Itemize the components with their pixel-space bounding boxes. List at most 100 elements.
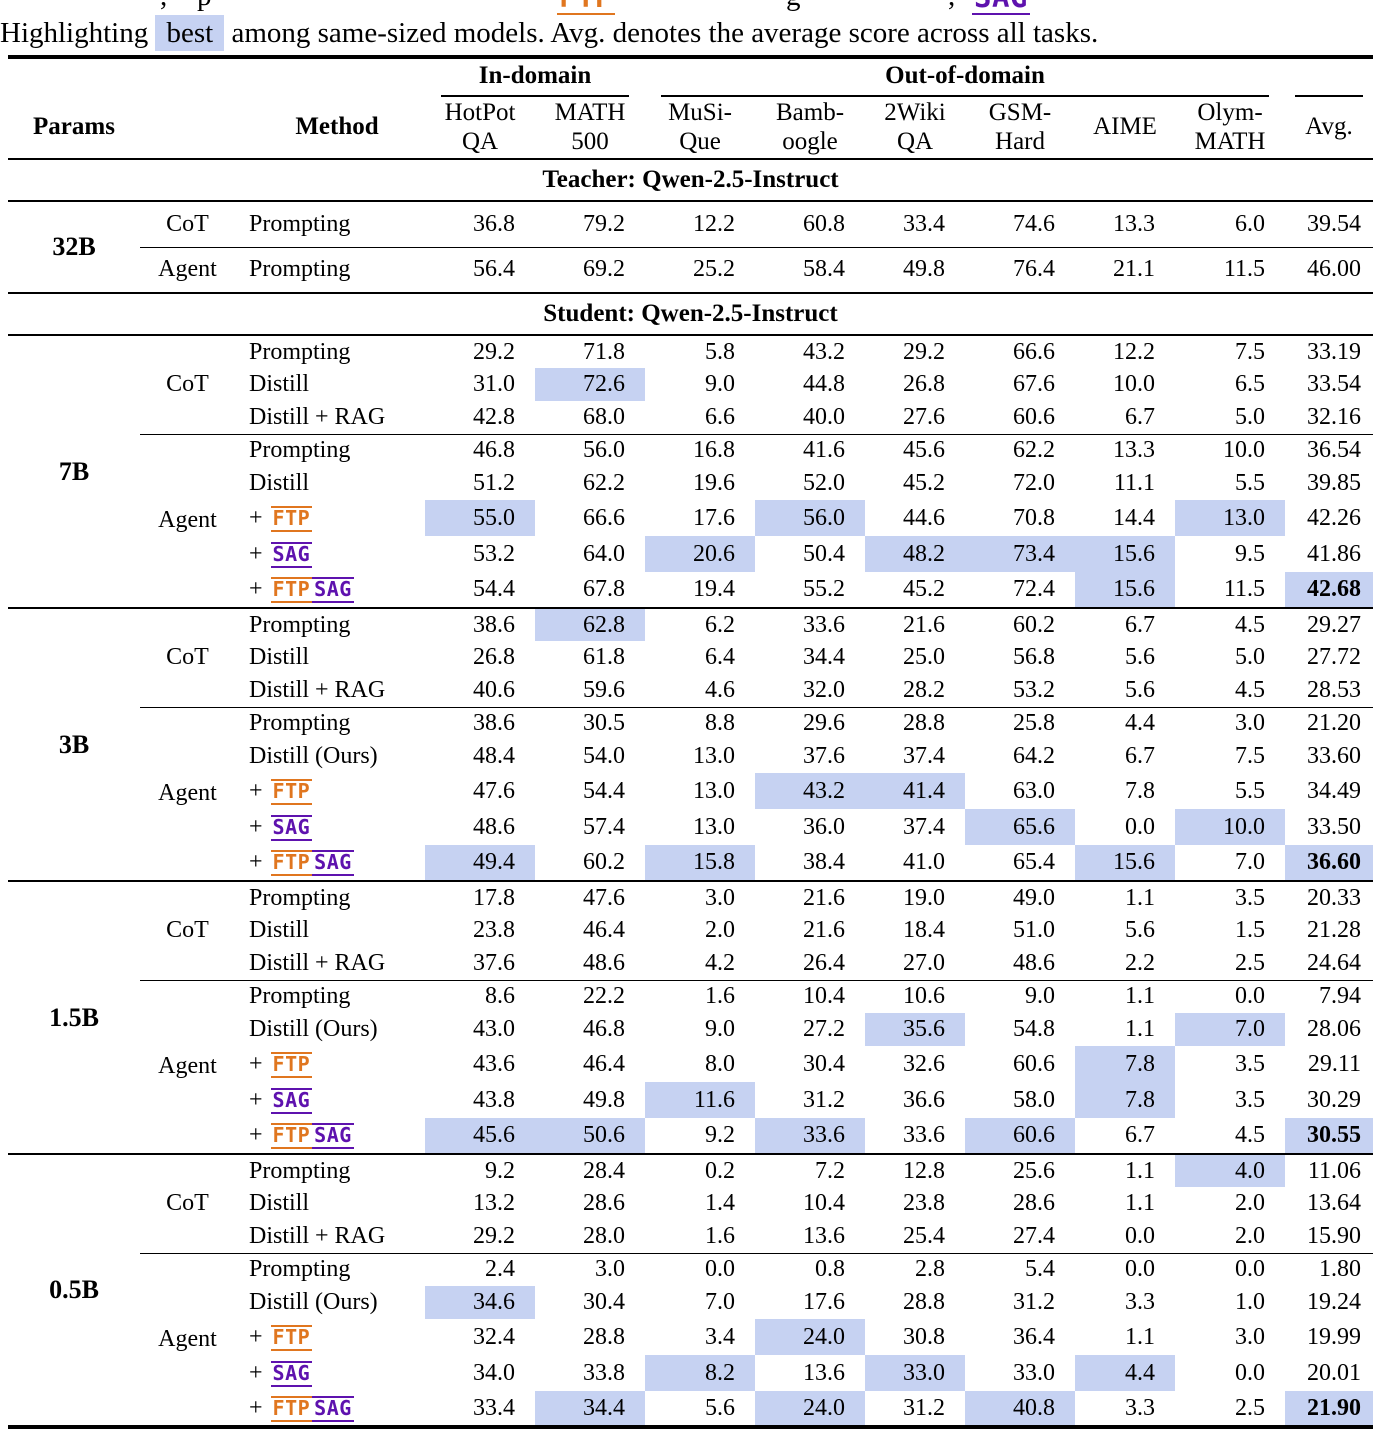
avg-cell: 42.68	[1285, 572, 1373, 608]
score-cell: 7.8	[1075, 1082, 1176, 1118]
score-cell: 28.6	[583, 1190, 626, 1216]
avg-cell: 1.80	[1285, 1252, 1373, 1286]
table-row: Agent Prompting 46.8 56.0 16.8 41.6 45.6 62.2 13…	[8, 433, 1373, 608]
score-cell: 24.0	[755, 1319, 866, 1355]
method-cell: Distill	[249, 470, 310, 496]
score-cell: 13.3	[1075, 433, 1176, 467]
score-cell: 25.0	[903, 644, 946, 670]
table-row: + FTP SAG 33.4 34.4 5.6 24.0 31.2 40.8 3.3 2.5 21.9…	[8, 1391, 1373, 1427]
score-cell: 0.0	[1175, 979, 1286, 1013]
score-cell: 46.8	[425, 433, 535, 467]
score-cell: 48.6	[1013, 949, 1056, 976]
score-cell: 16.8	[645, 433, 756, 467]
score-cell: 5.6	[1125, 917, 1156, 943]
score-cell: 7.0	[1175, 1013, 1286, 1046]
score-cell: 1.4	[705, 1190, 736, 1216]
score-cell: 2.5	[1235, 1394, 1266, 1421]
group-cell: CoT	[166, 371, 209, 398]
score-cell: 55.2	[803, 576, 846, 602]
score-cell: 2.4	[425, 1252, 535, 1286]
score-cell: 9.2	[485, 1157, 515, 1184]
table-row: Agent Prompting 8.6 22.2 1.6 10.4 10.6 9.0 1.1 0.…	[8, 979, 1373, 1154]
caption-text-pre: Highlighting	[0, 17, 156, 49]
section-teacher: Teacher: Qwen-2.5-Instruct 32B CoT Promptin…	[8, 159, 1373, 293]
table-header: In-domain Out-of-domain Params Method HotPot…	[8, 57, 1373, 159]
score-cell: 13.6	[803, 1222, 846, 1249]
avg-cell: 24.64	[1307, 949, 1362, 976]
score-cell: 45.2	[903, 576, 946, 602]
score-cell: 27.4	[1013, 1222, 1056, 1249]
method-cell: + SAG	[235, 536, 425, 572]
score-cell: 33.0	[865, 1355, 966, 1391]
score-cell: 4.5	[1235, 1122, 1266, 1148]
score-cell: 76.4	[965, 246, 1076, 293]
score-cell: 2.0	[705, 917, 736, 943]
score-cell: 66.6	[583, 504, 626, 531]
score-cell: 30.4	[583, 1289, 626, 1315]
score-cell: 3.5	[1235, 1050, 1266, 1077]
score-cell: 4.6	[705, 676, 736, 703]
ftp-token: FTP	[270, 1051, 313, 1078]
score-cell: 60.2	[1013, 611, 1056, 638]
score-cell: 6.0	[1235, 210, 1266, 237]
plus-sign: +	[249, 849, 263, 875]
table-row: Distill 26.8 61.8 6.4 34.4 25.0 56.8 5.6 5.0 27.7…	[8, 641, 1373, 674]
method-cell: Distill	[249, 371, 310, 397]
method-cell: + SAG	[235, 1355, 425, 1391]
score-cell: 31.2	[903, 1394, 946, 1421]
group-header	[140, 97, 235, 159]
sag-token: SAG	[270, 1087, 313, 1114]
score-cell: 43.0	[473, 1016, 515, 1042]
spanner-label: In-domain	[441, 62, 630, 97]
group-cell: CoT	[166, 210, 209, 237]
params-cell: 7B	[58, 456, 90, 486]
score-cell: 27.6	[903, 403, 946, 430]
score-cell: 64.0	[583, 540, 626, 567]
avg-cell: 21.90	[1285, 1391, 1373, 1427]
score-cell: 5.8	[705, 338, 736, 365]
score-cell: 67.8	[583, 576, 626, 602]
avg-cell: 46.00	[1285, 246, 1373, 293]
avg-cell: 13.64	[1307, 1190, 1362, 1216]
score-cell: 5.5	[1235, 777, 1266, 804]
score-cell: 33.0	[1013, 1359, 1056, 1386]
score-cell: 21.6	[803, 917, 846, 943]
score-cell: 3.3	[1125, 1394, 1156, 1421]
score-cell: 8.2	[645, 1355, 756, 1391]
avg-cell: 30.29	[1307, 1086, 1362, 1113]
method-cell: Distill + RAG	[249, 1222, 386, 1249]
ftp-token: FTP	[270, 1395, 313, 1422]
method-cell: + FTP SAG	[235, 572, 425, 608]
avg-cell: 42.26	[1307, 504, 1362, 531]
caption1-fragment: ,	[160, 0, 167, 13]
score-cell: 34.4	[535, 1391, 646, 1427]
score-cell: 21.6	[903, 611, 946, 638]
table-row: + FTP SAG 49.4 60.2 15.8 38.4 41.0 65.4 15.6 7.0 36…	[8, 845, 1373, 881]
score-cell: 50.6	[535, 1118, 646, 1154]
table-row: + FTP 43.6 46.4 8.0 30.4 32.6 60.6 7.8 3.5 29.11	[8, 1046, 1373, 1082]
score-cell: 6.7	[1125, 611, 1156, 638]
score-cell: 33.8	[583, 1359, 626, 1386]
score-cell: 53.2	[1013, 676, 1056, 703]
score-cell: 8.0	[705, 1050, 736, 1077]
score-cell: 56.4	[425, 246, 535, 293]
score-cell: 38.6	[473, 611, 515, 638]
score-cell: 50.4	[803, 540, 846, 567]
table-row: 0.5B CoT Prompting 9.2 28.4 0.2 7.2 12.8 25.6 1.1…	[8, 1154, 1373, 1304]
score-cell: 21.1	[1075, 246, 1176, 293]
score-cell: 25.8	[965, 706, 1076, 740]
score-cell: 47.6	[473, 777, 515, 804]
table-row: + FTP SAG 45.6 50.6 9.2 33.6 33.6 60.6 6.7 4.5 30.5…	[8, 1118, 1373, 1154]
score-cell: 25.6	[1013, 1157, 1056, 1184]
score-cell: 22.2	[535, 979, 646, 1013]
params-cell: 0.5B	[49, 1275, 99, 1304]
score-cell: 13.0	[693, 813, 736, 840]
method-cell: Prompting	[235, 433, 425, 467]
score-cell: 46.8	[583, 1016, 626, 1042]
avg-cell: 7.94	[1285, 979, 1373, 1013]
score-cell: 10.4	[803, 1190, 846, 1216]
sag-token: SAG	[312, 1123, 354, 1149]
method-cell: Distill + RAG	[249, 403, 386, 430]
score-cell: 6.5	[1235, 371, 1266, 397]
